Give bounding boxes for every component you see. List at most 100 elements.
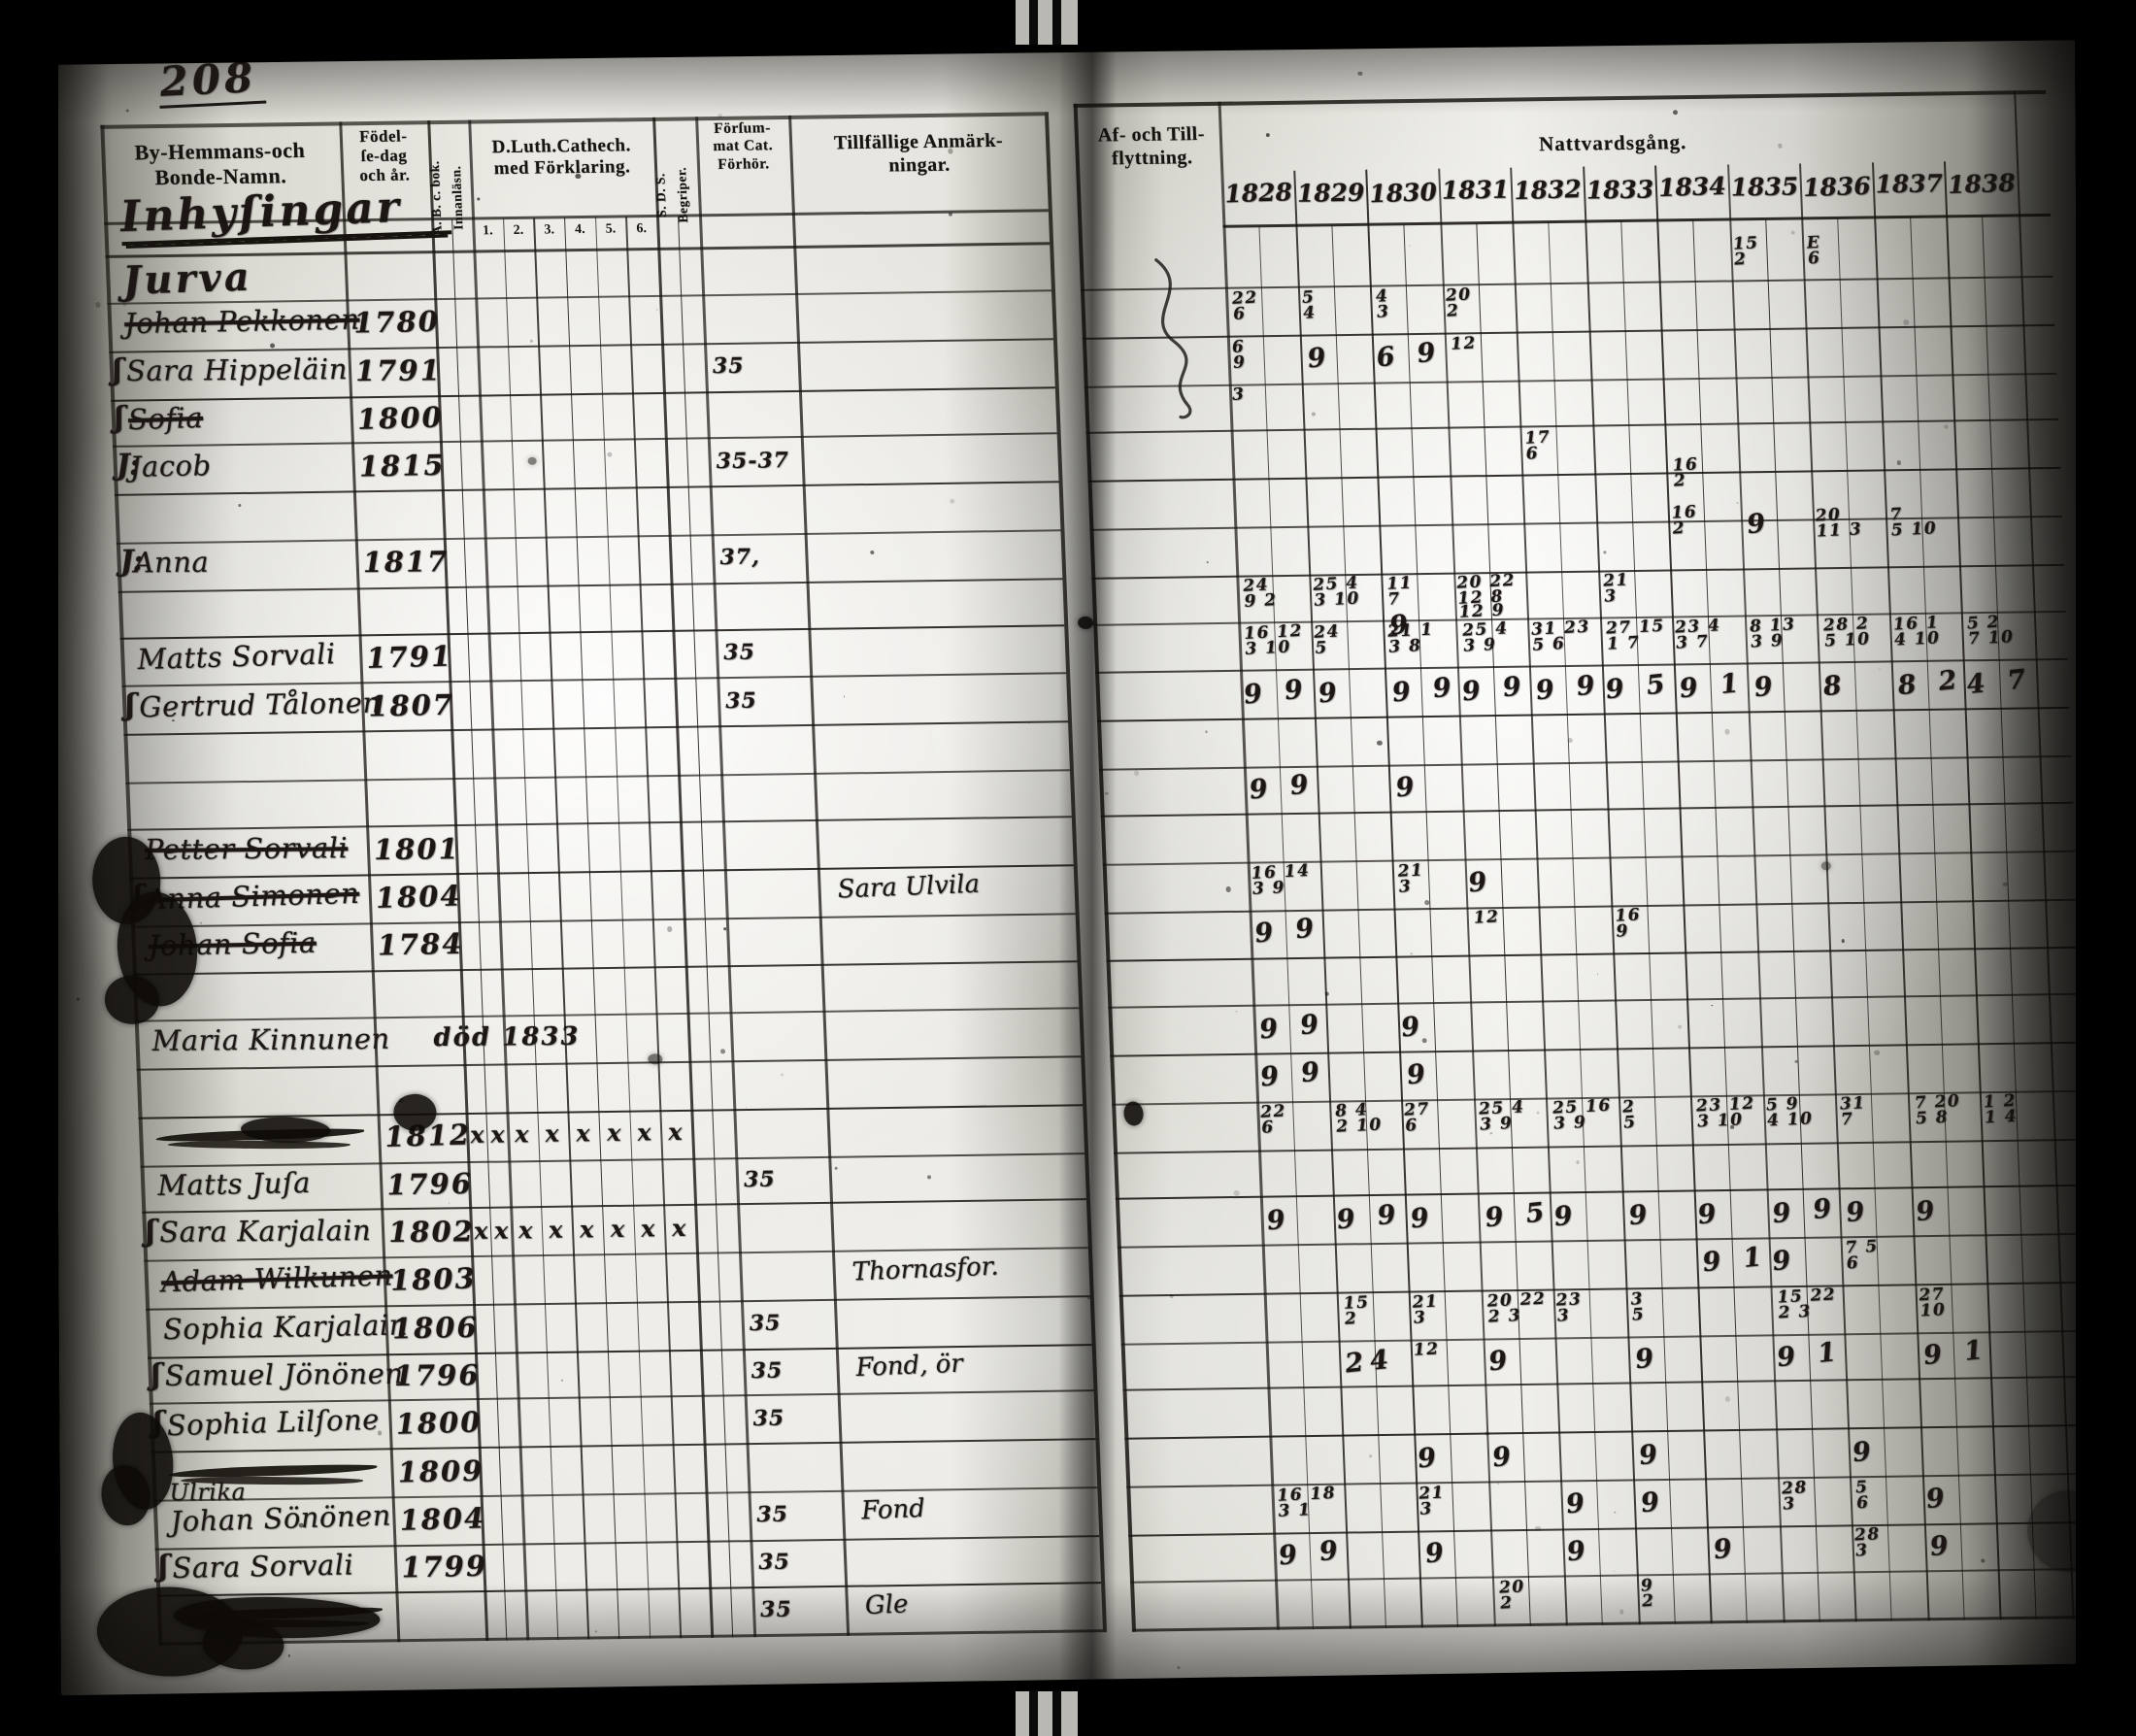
col-header-missed-exam: Förſum- mat Cat. Förhör.: [713, 119, 774, 173]
communion-mark: 27 15 1 7: [1604, 617, 1665, 655]
grid-line-h: [1222, 213, 2052, 228]
attendance-x-mark: x: [473, 1216, 489, 1246]
grid-line-v: [1365, 169, 1424, 1628]
communion-mark: 24: [1343, 1344, 1397, 1380]
register-row-name: Jacob: [129, 449, 213, 484]
film-fleck: [94, 302, 101, 308]
communion-mark: 12 9: [1457, 600, 1506, 622]
col-header-names: By-Hemmans-och Bonde-Namn.: [134, 137, 306, 190]
birth-year: 1801: [373, 831, 461, 866]
grid-line-h: [119, 623, 1065, 640]
communion-mark: 21 3: [1602, 570, 1630, 607]
communion-mark: 4 7: [1964, 663, 2035, 700]
grid-line-v: [1331, 225, 1386, 1629]
film-fleck: [1725, 1396, 1731, 1402]
film-fleck: [448, 1202, 451, 1205]
film-fleck: [655, 309, 658, 311]
communion-mark: 9: [1638, 1486, 1668, 1519]
communion-mark: 9: [1851, 1435, 1880, 1468]
col-header-birthdate: Födel- ſe-dag och år.: [358, 126, 411, 185]
film-fleck: [1408, 245, 1412, 248]
birth-year: 1803: [389, 1261, 478, 1298]
attendance-x-mark: x: [515, 1119, 529, 1149]
grid-line-v: [1582, 166, 1641, 1625]
communion-mark: 16 2: [1671, 454, 1700, 491]
village-heading: Jurva: [121, 253, 253, 304]
remark-note: Sara Ulvila: [836, 869, 981, 905]
film-fleck: [76, 997, 81, 1001]
communion-mark: 24 9 2: [1242, 575, 1279, 613]
attendance-x-mark: x: [639, 1214, 656, 1243]
communion-mark: 28 3: [1853, 1524, 1882, 1561]
grid-line-h: [146, 1295, 1090, 1311]
film-fleck: [1944, 424, 1949, 429]
communion-mark: 16 2: [1670, 502, 1698, 539]
film-fleck: [1133, 770, 1140, 777]
birth-year: 1802: [387, 1215, 476, 1250]
birth-year: 1809: [396, 1453, 485, 1488]
communion-mark: 20 22 2 3: [1485, 1288, 1547, 1327]
communion-year-label: 1828: [1223, 178, 1293, 209]
communion-mark: 9 9: [1258, 1055, 1328, 1093]
grid-line-v: [1044, 112, 1108, 1633]
birth-year: 1804: [375, 879, 463, 915]
communion-year-label: 1830: [1368, 178, 1438, 209]
film-fleck: [1357, 71, 1363, 77]
film-splice-top: [1016, 0, 1078, 45]
film-fleck: [780, 1073, 784, 1077]
film-fleck: [1535, 1525, 1541, 1532]
communion-year-label: 1832: [1513, 175, 1583, 206]
communion-mark: 20 2: [1444, 284, 1472, 322]
film-fleck: [1266, 132, 1271, 137]
film-fleck: [607, 451, 613, 457]
film-fleck: [1903, 318, 1910, 325]
communion-mark: 16 14 3 9: [1251, 860, 1312, 899]
col-header-remarks: Tillfällige Anmärk- ningar.: [833, 129, 1004, 177]
film-fleck: [125, 109, 129, 113]
film-fleck: [1730, 1125, 1734, 1129]
attendance-x-mark: x: [579, 1215, 594, 1244]
grid-line-h: [111, 386, 1055, 402]
film-fleck: [1027, 721, 1031, 724]
grid-line-h: [127, 815, 1072, 831]
margin-flourish: ʃ: [145, 1214, 156, 1249]
communion-mark: 9 9: [1459, 670, 1529, 708]
communion-mark: 9: [1393, 771, 1423, 804]
film-fleck: [1086, 1296, 1090, 1300]
register-row-name: Sophia Karjalain: [162, 1307, 409, 1346]
grid-line-h: [125, 769, 1070, 785]
communion-year-label: 1836: [1802, 171, 1872, 203]
film-fleck: [1410, 952, 1413, 955]
communion-mark: 9: [1552, 1199, 1582, 1233]
film-fleck: [1596, 973, 1599, 975]
register-row-name: Adam Wilkunen: [160, 1258, 394, 1299]
communion-mark: 9: [1752, 670, 1781, 703]
communion-year-label: 1831: [1441, 175, 1510, 205]
film-border-right: [2076, 0, 2136, 1736]
communion-mark: 9: [1265, 1204, 1294, 1237]
communion-year-label: 1833: [1585, 175, 1654, 205]
film-fleck: [1760, 675, 1763, 679]
communion-mark: 9 9: [1252, 912, 1322, 950]
grid-line-v: [1403, 224, 1459, 1628]
film-fleck: [1233, 1190, 1240, 1196]
grid-line-v: [625, 217, 682, 1639]
grid-line-h: [113, 432, 1057, 449]
communion-mark: 9: [1633, 1342, 1662, 1376]
film-fleck: [179, 90, 182, 93]
grid-line-h: [149, 1389, 1094, 1406]
communion-mark: 9 9: [1277, 1534, 1347, 1572]
remark-note: Fond: [860, 1493, 926, 1526]
communion-mark: 12: [1413, 1339, 1441, 1360]
film-fleck: [1613, 1570, 1616, 1573]
film-fleck: [347, 1569, 352, 1575]
communion-year-label: 1834: [1657, 171, 1727, 203]
film-fleck: [723, 927, 726, 930]
film-fleck: [1311, 412, 1316, 417]
